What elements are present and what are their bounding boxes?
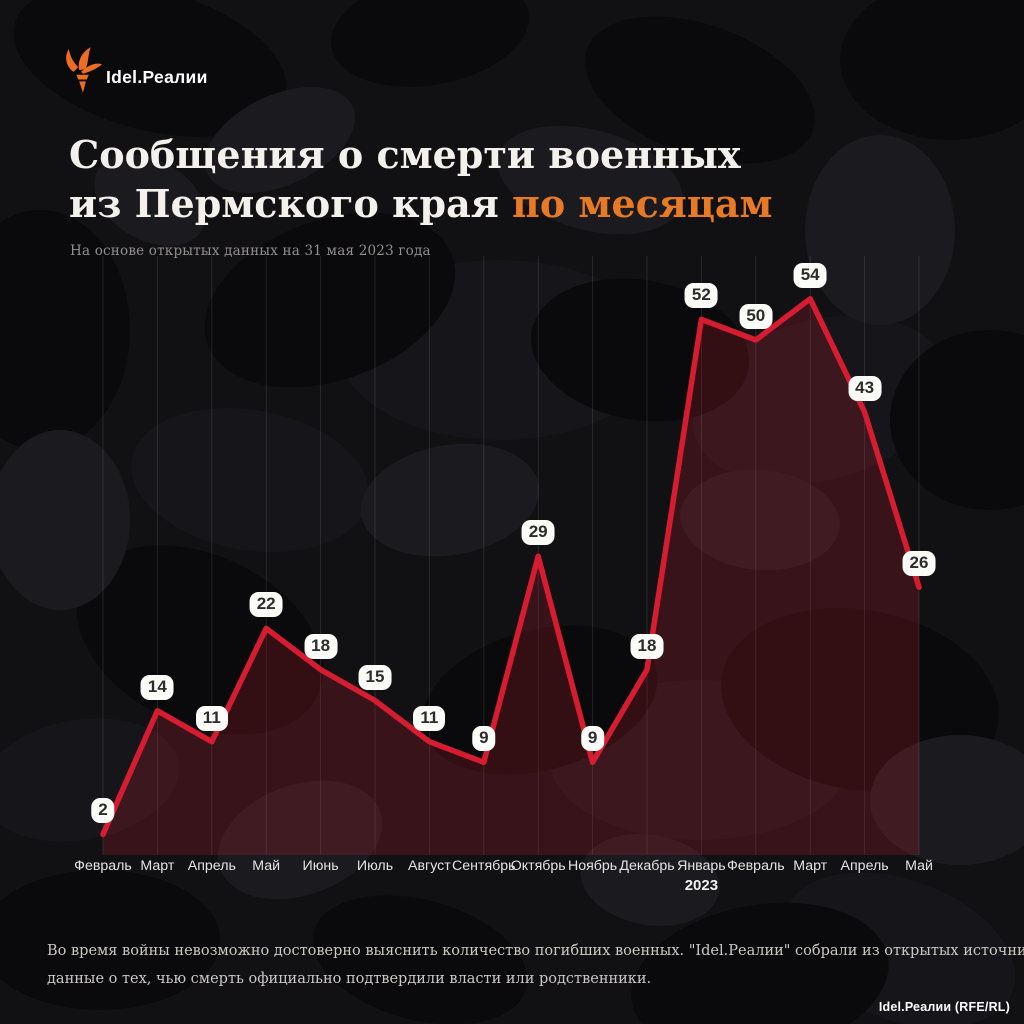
footnote-line-1: Во время войны невозможно достоверно выя… (47, 943, 1024, 959)
chart-subtitle: На основе открытых данных на 31 мая 2023… (70, 243, 431, 259)
torch-icon (66, 47, 102, 93)
title-line-1: Сообщения о смерти военных (69, 132, 741, 177)
logo: Idel.Реалии (64, 46, 208, 94)
title-line-2: из Пермского края по месяцам (69, 179, 773, 228)
footnote-line-2: данные о тех, чью смерть официально подт… (47, 971, 652, 987)
page-title: Сообщения о смерти военных из Пермского … (69, 130, 773, 228)
series-area (103, 298, 919, 855)
title-line-2-white: из Пермского края (69, 181, 499, 226)
source-credit: Idel.Реалии (RFE/RL) (878, 1000, 1010, 1014)
title-accent: по месяцам (512, 181, 773, 226)
series-line (100, 296, 922, 838)
footnote: Во время войны невозможно достоверно выя… (47, 937, 1024, 993)
brand-name: Idel.Реалии (106, 66, 208, 87)
